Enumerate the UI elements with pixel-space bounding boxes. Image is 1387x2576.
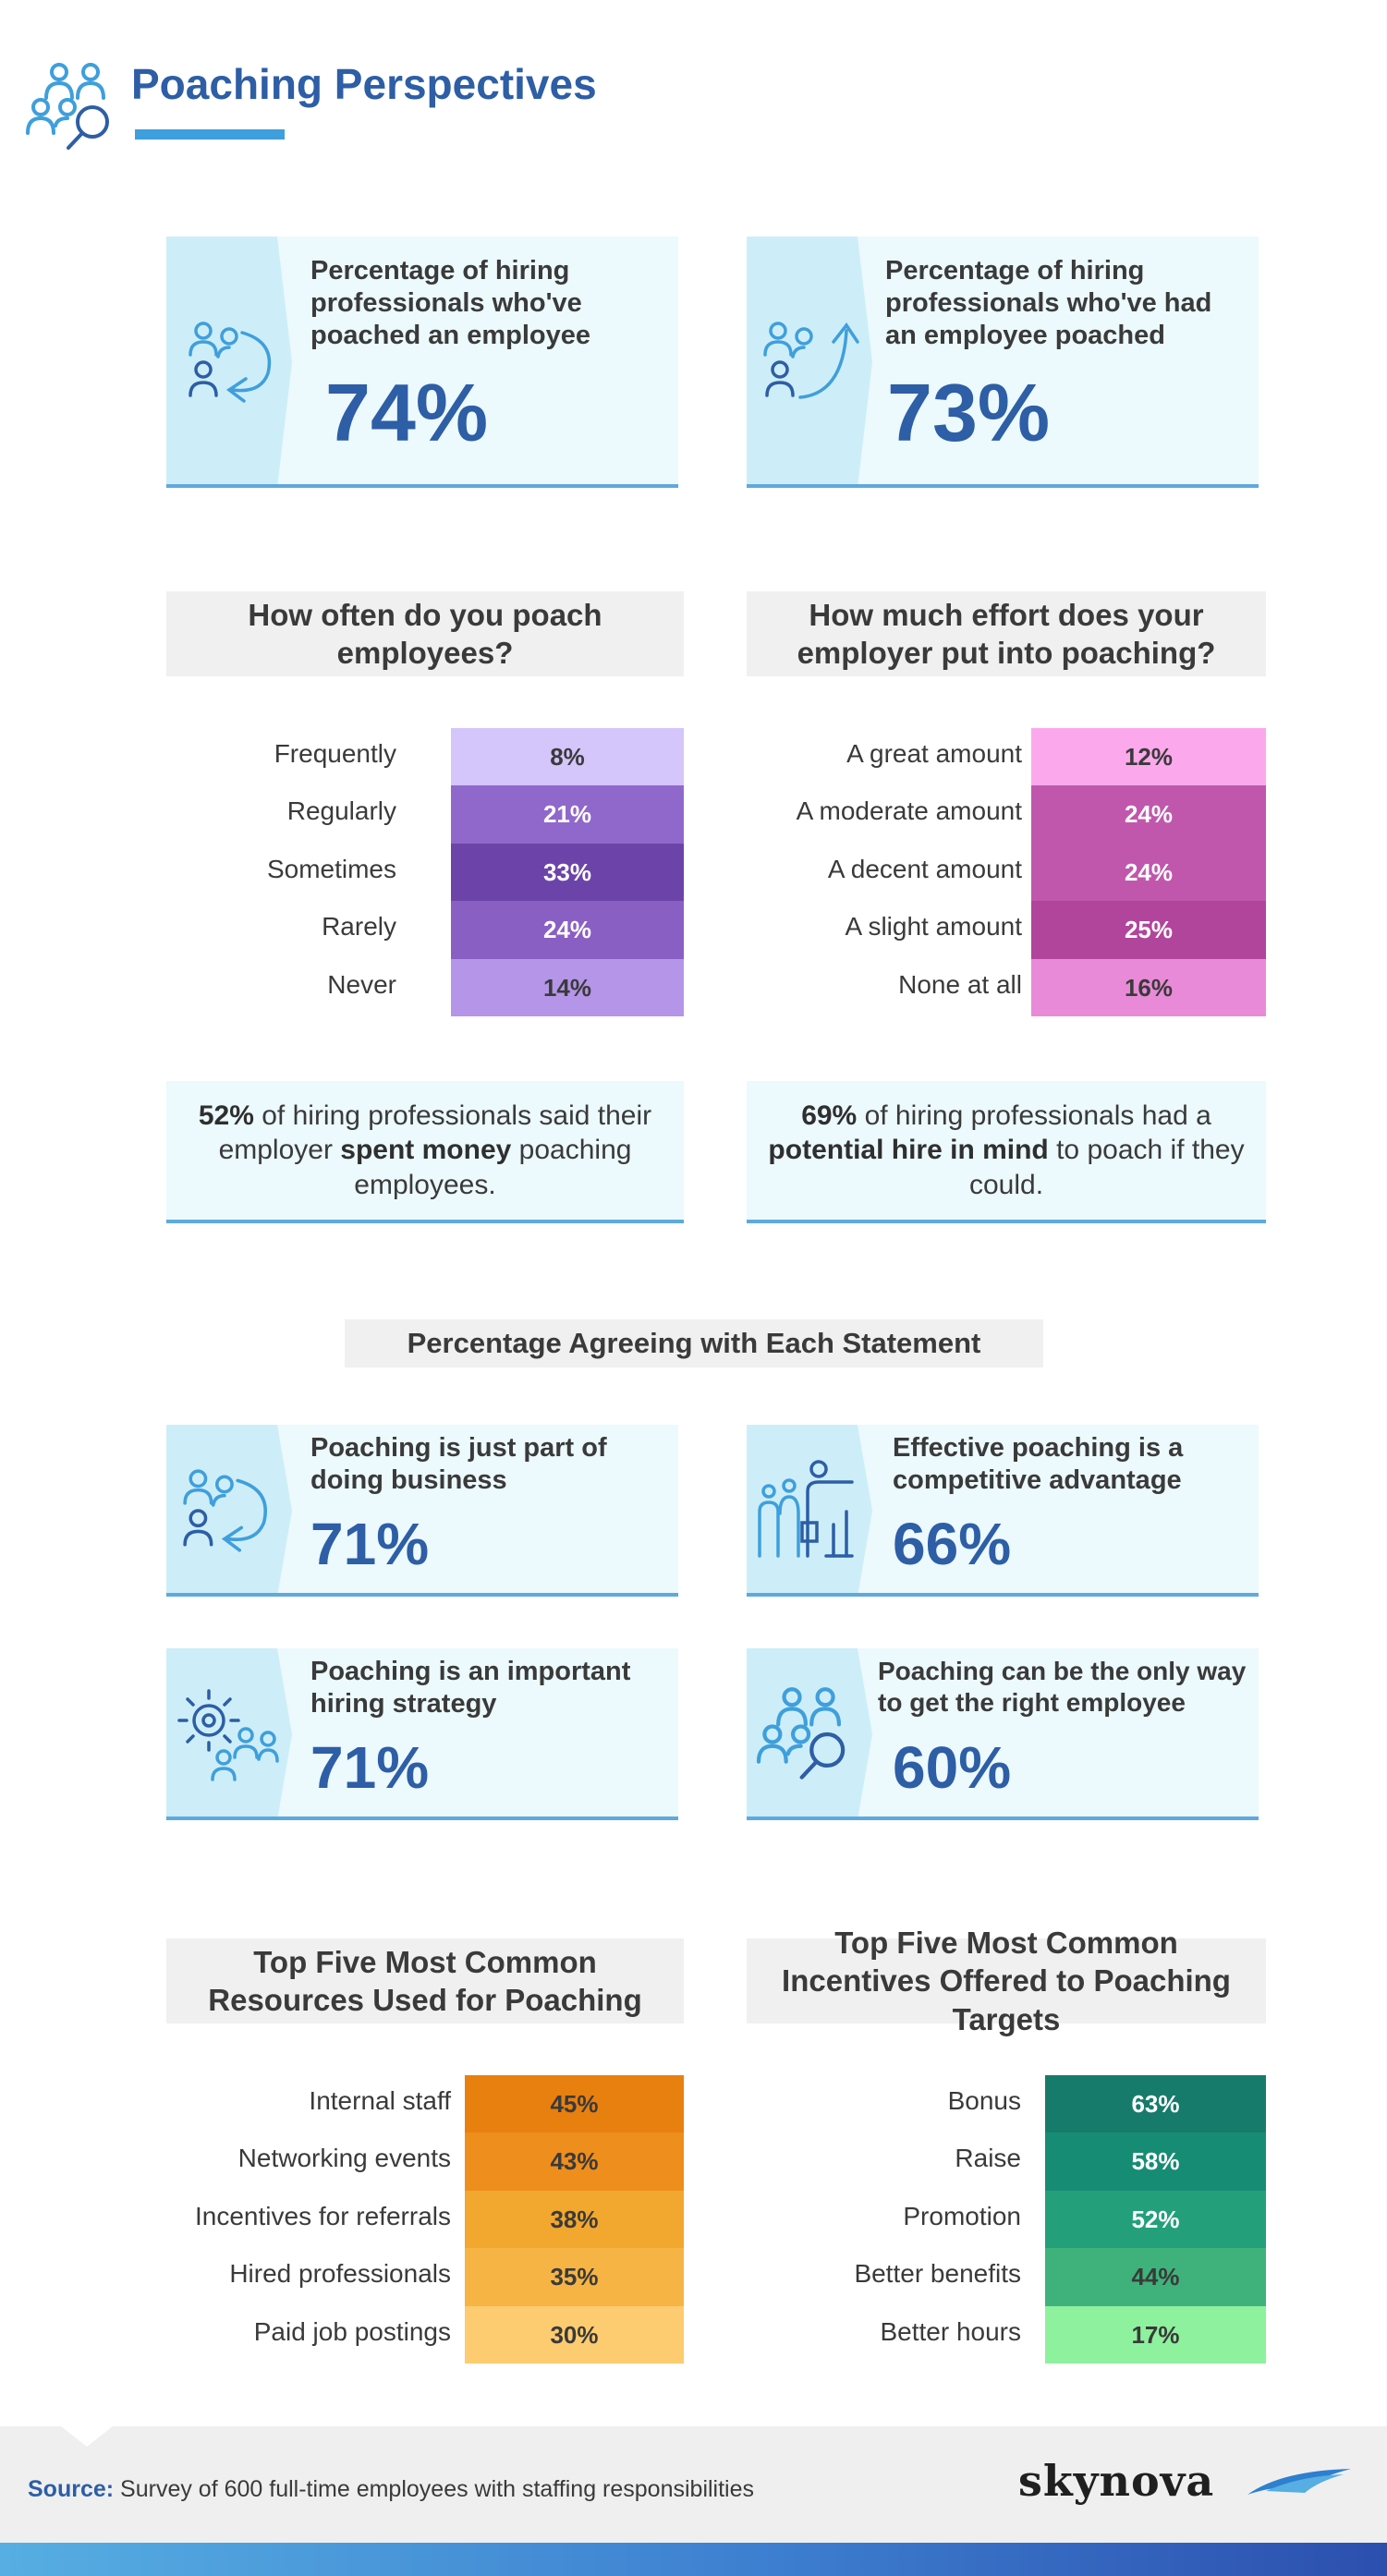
- incentives-row-label: Better hours: [880, 2317, 1021, 2346]
- agreement-card-only-way: Poaching can be the only way to get the …: [747, 1648, 1259, 1820]
- info-box-text-pre: of hiring professionals had a: [857, 1100, 1211, 1131]
- incentives-row-value: 58%: [1045, 2132, 1266, 2191]
- skynova-swoosh-icon: [1247, 2469, 1351, 2495]
- effort-row-label: A great amount: [846, 739, 1022, 768]
- info-box-potential-hire: 69% of hiring professionals had a potent…: [747, 1081, 1266, 1223]
- agreement-title: Percentage Agreeing with Each Statement: [345, 1319, 1043, 1367]
- effort-row-value: 24%: [1031, 844, 1266, 901]
- info-box-text: 52% of hiring professionals said their e…: [185, 1099, 665, 1203]
- resources-row-value: 43%: [465, 2132, 684, 2191]
- brand-logo-text: skynova: [1018, 2456, 1215, 2506]
- agreement-card-part-of-business: Poaching is just part of doing business …: [166, 1425, 678, 1597]
- agreement-value: 71%: [310, 1511, 430, 1577]
- agreement-label: Effective poaching is a competitive adva…: [893, 1433, 1184, 1495]
- agreement-card-competitive-advantage: Effective poaching is a competitive adva…: [747, 1425, 1259, 1597]
- people-search-icon: [756, 1687, 846, 1780]
- resources-row-label: Paid job postings: [253, 2317, 451, 2346]
- frequency-row-label: Frequently: [274, 739, 396, 768]
- effort-row-value: 16%: [1031, 959, 1266, 1016]
- employer-effort-title: How much effort does your employer put i…: [747, 591, 1266, 676]
- bottom-gradient-bar: [0, 2543, 1387, 2576]
- agreement-label: Poaching is an important hiring strategy: [310, 1657, 631, 1719]
- gear-people-icon: [177, 1689, 279, 1781]
- resources-row-value: 45%: [465, 2075, 684, 2132]
- frequency-row-label: Regularly: [286, 796, 396, 825]
- info-box-bold-text: potential hire in mind: [768, 1135, 1049, 1166]
- frequency-row-value: 24%: [451, 901, 684, 959]
- incentives-row-value: 44%: [1045, 2248, 1266, 2306]
- agreement-card-hiring-strategy: Poaching is an important hiring strategy…: [166, 1648, 678, 1820]
- incentives-row-value: 17%: [1045, 2306, 1266, 2363]
- resources-row-label: Networking events: [237, 2144, 451, 2172]
- resources-row-label: Hired professionals: [229, 2259, 451, 2288]
- effort-row-value: 12%: [1031, 728, 1266, 785]
- people-arrow-up-icon: [763, 322, 859, 399]
- stat-card-icon-strip: [166, 237, 296, 484]
- agreement-label: Poaching is just part of doing business: [310, 1433, 607, 1495]
- info-box-text: 69% of hiring professionals had a potent…: [765, 1099, 1247, 1203]
- frequency-row-label: Rarely: [322, 912, 396, 941]
- agreement-value: 71%: [310, 1734, 430, 1801]
- info-box-text-post: to poach if they could.: [968, 1135, 1245, 1200]
- stat-value: 74%: [325, 367, 489, 458]
- footer: [0, 2426, 1387, 2543]
- effort-row-value: 24%: [1031, 785, 1266, 844]
- resources-row-label: Incentives for referrals: [195, 2202, 451, 2230]
- title-underline: [135, 129, 285, 140]
- stat-card-had-employee-poached: Percentage of hiring professionals who'v…: [747, 237, 1259, 488]
- stat-label: Percentage of hiring professionals who'v…: [885, 256, 1212, 350]
- resources-title: Top Five Most Common Resources Used for …: [166, 1938, 684, 2023]
- source-text: Survey of 600 full-time employees with s…: [114, 2476, 755, 2502]
- effort-row-label: None at all: [898, 970, 1022, 999]
- presenter-chart-icon: [758, 1460, 854, 1558]
- incentives-row-label: Better benefits: [854, 2259, 1021, 2288]
- info-box-spent-money: 52% of hiring professionals said their e…: [166, 1081, 684, 1223]
- people-arrow-back-icon: [189, 322, 272, 403]
- resources-row-value: 35%: [465, 2248, 684, 2306]
- frequency-row-value: 21%: [451, 785, 684, 844]
- incentives-row-value: 52%: [1045, 2191, 1266, 2248]
- frequency-row-value: 33%: [451, 844, 684, 901]
- page-title: Poaching Perspectives: [131, 60, 597, 108]
- people-search-icon: [26, 63, 109, 150]
- stat-value: 73%: [887, 367, 1051, 458]
- info-box-percent: 52%: [198, 1100, 254, 1131]
- incentives-row-value: 63%: [1045, 2075, 1266, 2132]
- info-box-bold-text: spent money: [340, 1135, 512, 1166]
- effort-row-label: A decent amount: [827, 855, 1022, 883]
- incentives-title: Top Five Most Common Incentives Offered …: [747, 1926, 1266, 2036]
- info-box-text-post: poaching employees.: [354, 1135, 632, 1200]
- stat-card-icon-strip: [747, 237, 876, 484]
- stat-card-poached-employee: Percentage of hiring professionals who'v…: [166, 237, 678, 488]
- incentives-row-label: Promotion: [903, 2202, 1021, 2230]
- incentives-row-label: Raise: [955, 2144, 1021, 2172]
- agreement-value: 60%: [893, 1734, 1012, 1801]
- stat-card-icon-strip: [166, 1648, 296, 1817]
- poach-frequency-title: How often do you poach employees?: [166, 591, 684, 676]
- agreement-value: 66%: [893, 1511, 1012, 1577]
- people-arrow-back-icon: [183, 1469, 267, 1552]
- stat-label: Percentage of hiring professionals who'v…: [310, 256, 590, 350]
- footer-notch: [61, 2426, 113, 2447]
- frequency-row-value: 8%: [451, 728, 684, 785]
- source-note: Source: Survey of 600 full-time employee…: [28, 2476, 754, 2503]
- info-box-text-pre: of hiring professionals said their emplo…: [218, 1100, 652, 1166]
- agreement-label: Poaching can be the only way to get the …: [878, 1657, 1247, 1717]
- frequency-row-label: Sometimes: [266, 855, 396, 883]
- source-label: Source:: [28, 2476, 115, 2502]
- resources-row-value: 30%: [465, 2306, 684, 2363]
- frequency-row-value: 14%: [451, 959, 684, 1016]
- stat-card-icon-strip: [166, 1425, 296, 1593]
- effort-row-value: 25%: [1031, 901, 1266, 959]
- incentives-row-label: Bonus: [947, 2086, 1021, 2115]
- frequency-row-label: Never: [327, 970, 396, 999]
- resources-row-value: 38%: [465, 2191, 684, 2248]
- info-box-percent: 69%: [801, 1100, 858, 1131]
- effort-row-label: A slight amount: [845, 912, 1022, 941]
- resources-row-label: Internal staff: [309, 2086, 451, 2115]
- effort-row-label: A moderate amount: [796, 796, 1022, 825]
